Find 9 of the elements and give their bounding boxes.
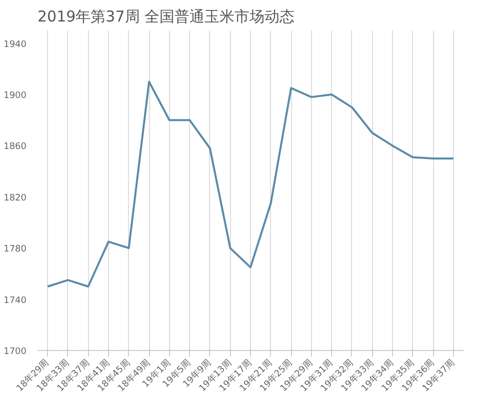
y-tick-label: 1900 — [4, 91, 27, 101]
y-tick-label: 1780 — [4, 244, 27, 255]
y-tick-label: 1740 — [4, 296, 27, 306]
y-tick-label: 1860 — [4, 142, 27, 152]
y-tick-label: 1820 — [4, 193, 27, 204]
line-series — [46, 80, 454, 288]
y-tick-label: 1940 — [4, 40, 27, 50]
chart-title: 2019年第37周 全国普通玉米市场动态 — [38, 8, 295, 26]
y-tick-label: 1700 — [4, 347, 27, 357]
